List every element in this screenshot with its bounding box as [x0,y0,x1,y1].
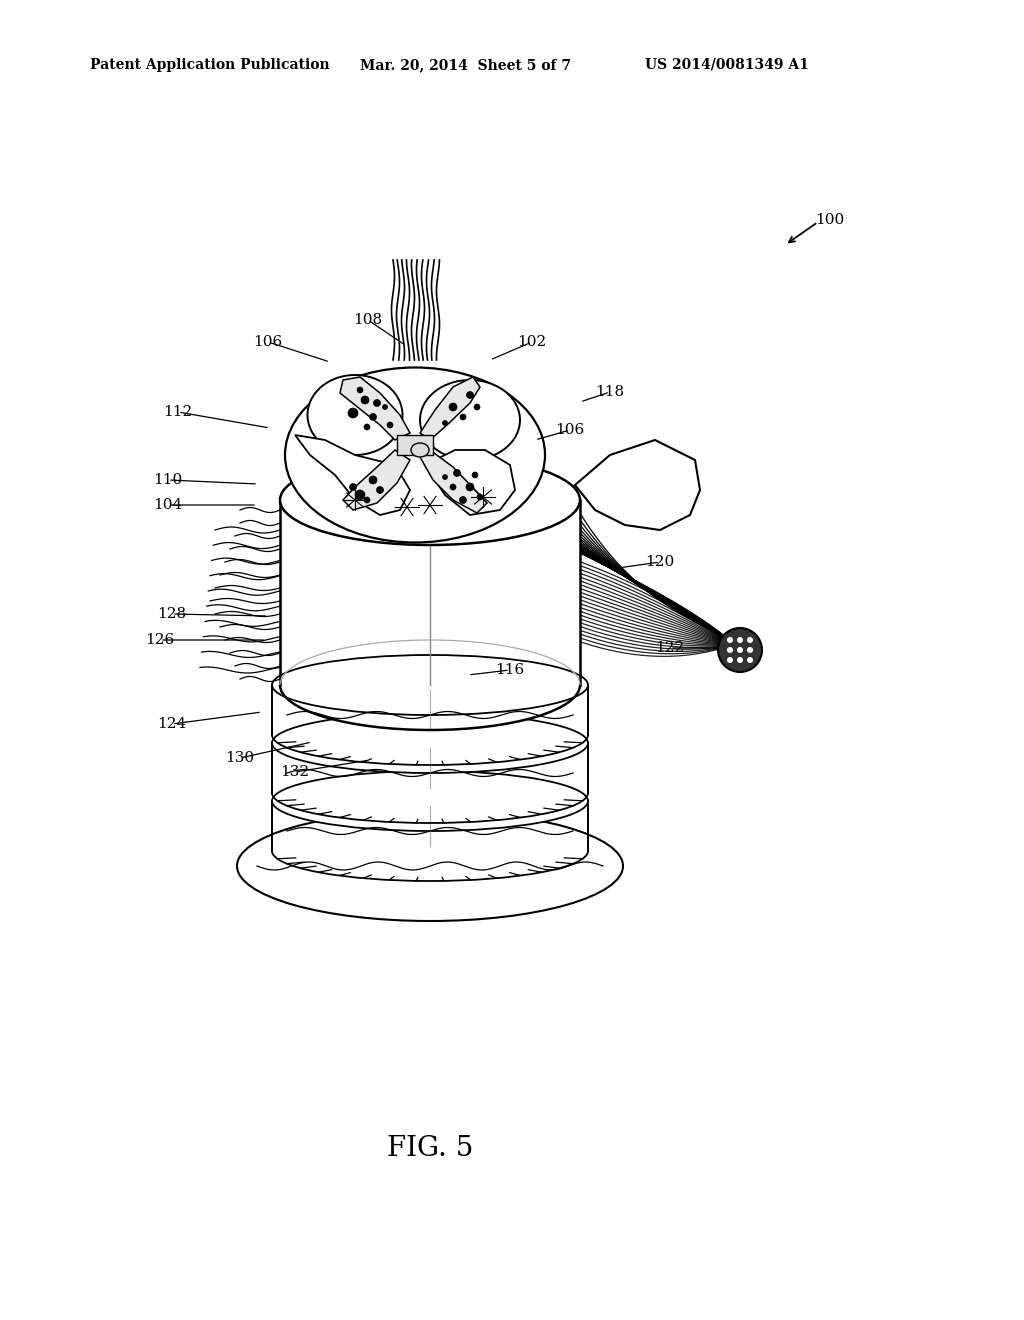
Text: 100: 100 [815,213,845,227]
Circle shape [349,483,356,491]
Text: 120: 120 [645,554,675,569]
Ellipse shape [272,771,588,832]
Circle shape [377,487,384,494]
Text: 102: 102 [517,335,547,348]
Ellipse shape [237,810,623,921]
Circle shape [727,647,733,653]
Circle shape [474,404,480,411]
Circle shape [369,477,377,484]
Circle shape [472,473,478,478]
Circle shape [449,403,457,411]
Circle shape [357,387,362,393]
Circle shape [467,392,473,399]
Ellipse shape [280,640,580,730]
Polygon shape [420,450,487,513]
Circle shape [442,421,447,425]
Circle shape [727,657,733,663]
Ellipse shape [307,375,402,455]
Text: 106: 106 [555,422,585,437]
Circle shape [364,498,370,503]
Text: Mar. 20, 2014  Sheet 5 of 7: Mar. 20, 2014 Sheet 5 of 7 [360,58,571,73]
Ellipse shape [280,455,580,545]
Text: 116: 116 [496,663,524,677]
Circle shape [718,628,762,672]
Bar [272,743,588,793]
Ellipse shape [272,713,588,774]
Bar [272,685,588,735]
Ellipse shape [285,367,545,543]
Text: 128: 128 [158,607,186,620]
Circle shape [746,657,753,663]
Ellipse shape [411,444,429,457]
Text: 108: 108 [353,313,383,327]
Text: 124: 124 [158,717,186,731]
Polygon shape [340,378,410,440]
Circle shape [355,490,365,500]
Circle shape [383,404,387,409]
Circle shape [387,422,393,428]
Text: 122: 122 [655,642,685,655]
Circle shape [466,483,474,491]
Circle shape [450,484,456,490]
Circle shape [442,474,447,479]
Text: 104: 104 [154,498,182,512]
Bar [272,801,588,851]
Circle shape [348,408,358,418]
Circle shape [460,414,466,420]
Polygon shape [575,440,700,531]
Ellipse shape [420,380,520,459]
Polygon shape [420,378,480,440]
Text: 118: 118 [595,385,625,399]
Circle shape [737,657,743,663]
Circle shape [746,638,753,643]
Text: US 2014/0081349 A1: US 2014/0081349 A1 [645,58,809,73]
Text: 132: 132 [281,766,309,779]
Text: 110: 110 [154,473,182,487]
Circle shape [454,470,461,477]
Circle shape [364,424,370,430]
Circle shape [737,638,743,643]
Polygon shape [397,436,433,455]
Text: 130: 130 [225,751,255,766]
Text: 126: 126 [145,634,175,647]
Circle shape [361,396,369,404]
Text: 112: 112 [164,405,193,418]
Polygon shape [343,450,410,510]
Circle shape [737,647,743,653]
Circle shape [460,496,467,503]
Polygon shape [295,436,410,515]
Ellipse shape [272,655,588,715]
Circle shape [374,400,381,407]
Polygon shape [425,450,515,515]
Text: 106: 106 [253,335,283,348]
Text: Patent Application Publication: Patent Application Publication [90,58,330,73]
Circle shape [370,413,377,421]
Text: FIG. 5: FIG. 5 [387,1134,473,1162]
Circle shape [746,647,753,653]
Bar [280,500,580,685]
Circle shape [727,638,733,643]
Circle shape [477,494,483,500]
